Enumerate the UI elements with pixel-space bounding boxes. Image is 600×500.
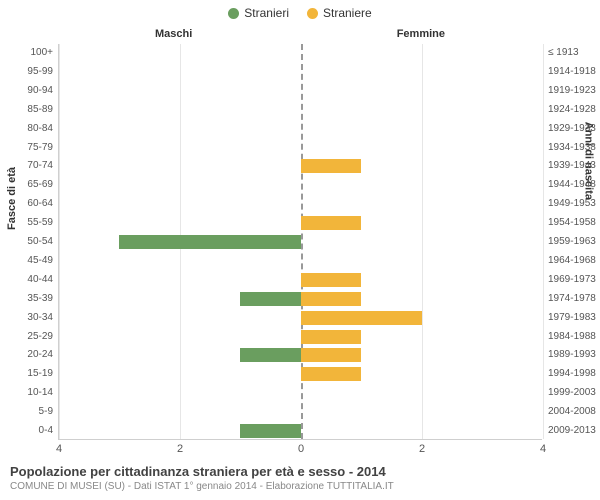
chart-subtitle: COMUNE DI MUSEI (SU) - Dati ISTAT 1° gen… — [10, 481, 590, 492]
age-label: 40-44 — [27, 271, 59, 290]
age-label: 25-29 — [27, 328, 59, 347]
age-row: 80-841929-1933 — [59, 120, 542, 139]
legend-label-female: Straniere — [323, 6, 372, 20]
x-tick-label: 2 — [419, 439, 425, 455]
age-label: 20-24 — [27, 346, 59, 365]
age-label: 35-39 — [27, 290, 59, 309]
age-label: 0-4 — [39, 422, 59, 441]
birth-year-label: 1934-1938 — [542, 139, 596, 158]
chart-title: Popolazione per cittadinanza straniera p… — [10, 464, 590, 479]
bar-male — [240, 292, 301, 306]
age-label: 15-19 — [27, 365, 59, 384]
birth-year-label: 1944-1948 — [542, 176, 596, 195]
birth-year-label: 1949-1953 — [542, 195, 596, 214]
swatch-female — [307, 8, 318, 19]
birth-year-label: 1969-1973 — [542, 271, 596, 290]
chart-plot: 42024100+≤ 191395-991914-191890-941919-1… — [58, 44, 542, 440]
birth-year-label: 1914-1918 — [542, 63, 596, 82]
birth-year-label: 1989-1993 — [542, 346, 596, 365]
age-row: 60-641949-1953 — [59, 195, 542, 214]
birth-year-label: 1974-1978 — [542, 290, 596, 309]
birth-year-label: 1919-1923 — [542, 82, 596, 101]
bar-female — [301, 159, 362, 173]
age-label: 30-34 — [27, 309, 59, 328]
age-label: 70-74 — [27, 157, 59, 176]
age-row: 10-141999-2003 — [59, 384, 542, 403]
age-row: 65-691944-1948 — [59, 176, 542, 195]
swatch-male — [228, 8, 239, 19]
age-row: 0-42009-2013 — [59, 422, 542, 441]
birth-year-label: 2009-2013 — [542, 422, 596, 441]
age-label: 45-49 — [27, 252, 59, 271]
birth-year-label: 1929-1933 — [542, 120, 596, 139]
age-row: 50-541959-1963 — [59, 233, 542, 252]
age-label: 80-84 — [27, 120, 59, 139]
x-tick-label: 2 — [177, 439, 183, 455]
chart-footer: Popolazione per cittadinanza straniera p… — [10, 464, 590, 492]
age-label: 90-94 — [27, 82, 59, 101]
age-row: 20-241989-1993 — [59, 346, 542, 365]
age-label: 5-9 — [39, 403, 59, 422]
age-label: 65-69 — [27, 176, 59, 195]
age-label: 50-54 — [27, 233, 59, 252]
age-row: 15-191994-1998 — [59, 365, 542, 384]
age-row: 25-291984-1988 — [59, 328, 542, 347]
legend: Stranieri Straniere — [0, 0, 600, 20]
bar-male — [119, 235, 301, 249]
birth-year-label: 1939-1943 — [542, 157, 596, 176]
age-row: 5-92004-2008 — [59, 403, 542, 422]
age-label: 10-14 — [27, 384, 59, 403]
birth-year-label: 1959-1963 — [542, 233, 596, 252]
legend-label-male: Stranieri — [244, 6, 289, 20]
birth-year-label: 1964-1968 — [542, 252, 596, 271]
bar-female — [301, 348, 362, 362]
birth-year-label: 1984-1988 — [542, 328, 596, 347]
header-female: Femmine — [397, 28, 445, 40]
bar-male — [240, 424, 301, 438]
x-tick-label: 4 — [56, 439, 62, 455]
bar-female — [301, 273, 362, 287]
age-label: 55-59 — [27, 214, 59, 233]
bar-female — [301, 367, 362, 381]
age-row: 40-441969-1973 — [59, 271, 542, 290]
birth-year-label: 1979-1983 — [542, 309, 596, 328]
birth-year-label: 1924-1928 — [542, 101, 596, 120]
legend-item-female: Straniere — [307, 6, 372, 20]
age-row: 55-591954-1958 — [59, 214, 542, 233]
age-row: 70-741939-1943 — [59, 157, 542, 176]
age-label: 60-64 — [27, 195, 59, 214]
bar-male — [240, 348, 301, 362]
x-tick-label: 0 — [298, 439, 304, 455]
age-row: 100+≤ 1913 — [59, 44, 542, 63]
bar-female — [301, 311, 422, 325]
header-male: Maschi — [155, 28, 192, 40]
age-row: 85-891924-1928 — [59, 101, 542, 120]
age-label: 95-99 — [27, 63, 59, 82]
age-row: 30-341979-1983 — [59, 309, 542, 328]
bar-female — [301, 216, 362, 230]
birth-year-label: 1954-1958 — [542, 214, 596, 233]
x-tick-label: 4 — [540, 439, 546, 455]
age-row: 45-491964-1968 — [59, 252, 542, 271]
age-row: 75-791934-1938 — [59, 139, 542, 158]
bar-female — [301, 292, 362, 306]
birth-year-label: 1999-2003 — [542, 384, 596, 403]
age-label: 75-79 — [27, 139, 59, 158]
age-row: 95-991914-1918 — [59, 63, 542, 82]
legend-item-male: Stranieri — [228, 6, 289, 20]
age-row: 35-391974-1978 — [59, 290, 542, 309]
age-label: 100+ — [30, 44, 59, 63]
y-axis-title-left: Fasce di età — [6, 167, 18, 230]
bar-female — [301, 330, 362, 344]
birth-year-label: ≤ 1913 — [542, 44, 579, 63]
birth-year-label: 2004-2008 — [542, 403, 596, 422]
birth-year-label: 1994-1998 — [542, 365, 596, 384]
age-label: 85-89 — [27, 101, 59, 120]
age-row: 90-941919-1923 — [59, 82, 542, 101]
